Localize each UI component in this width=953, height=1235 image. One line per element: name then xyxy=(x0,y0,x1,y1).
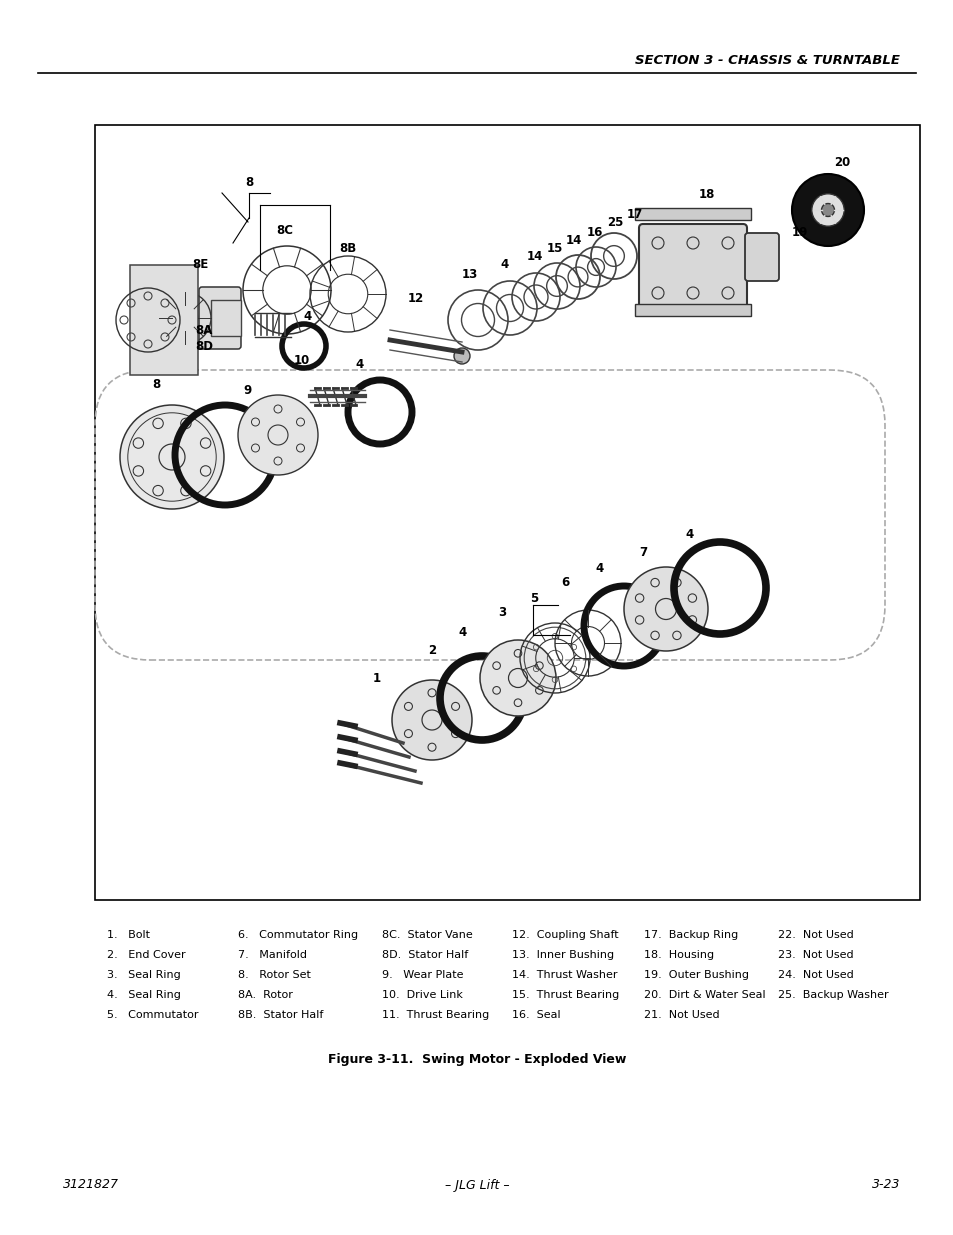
Text: 15.  Thrust Bearing: 15. Thrust Bearing xyxy=(512,990,618,1000)
Text: 22.  Not Used: 22. Not Used xyxy=(778,930,853,940)
Text: 21.  Not Used: 21. Not Used xyxy=(643,1010,719,1020)
Text: 8: 8 xyxy=(152,378,160,391)
Bar xyxy=(635,304,750,316)
Text: 13: 13 xyxy=(461,268,477,280)
Text: Figure 3-11.  Swing Motor - Exploded View: Figure 3-11. Swing Motor - Exploded View xyxy=(328,1053,625,1067)
Text: 20.  Dirt & Water Seal: 20. Dirt & Water Seal xyxy=(643,990,765,1000)
Text: 13.  Inner Bushing: 13. Inner Bushing xyxy=(512,950,614,960)
Text: 17: 17 xyxy=(626,209,642,221)
Text: 6.   Commutator Ring: 6. Commutator Ring xyxy=(237,930,357,940)
Text: 15: 15 xyxy=(546,242,562,254)
Text: 4: 4 xyxy=(458,626,467,640)
Text: 12.  Coupling Shaft: 12. Coupling Shaft xyxy=(512,930,618,940)
Text: 10.  Drive Link: 10. Drive Link xyxy=(381,990,462,1000)
Text: 4.   Seal Ring: 4. Seal Ring xyxy=(107,990,181,1000)
Text: 19: 19 xyxy=(791,226,807,240)
Text: 4: 4 xyxy=(596,562,603,574)
Text: 14.  Thrust Washer: 14. Thrust Washer xyxy=(512,969,617,981)
Text: 4: 4 xyxy=(685,529,694,541)
Text: 8B: 8B xyxy=(339,242,356,254)
Text: 20: 20 xyxy=(833,157,849,169)
Text: 1.   Bolt: 1. Bolt xyxy=(107,930,150,940)
Text: 8B.  Stator Half: 8B. Stator Half xyxy=(237,1010,323,1020)
Text: 3121827: 3121827 xyxy=(63,1178,119,1192)
Text: 14: 14 xyxy=(565,235,581,247)
Circle shape xyxy=(811,194,843,226)
Text: 25: 25 xyxy=(606,216,622,230)
Text: 5: 5 xyxy=(529,592,537,604)
Text: 3: 3 xyxy=(497,606,505,620)
FancyBboxPatch shape xyxy=(211,300,241,336)
Text: 14: 14 xyxy=(526,249,542,263)
Text: 8D: 8D xyxy=(194,341,213,353)
Text: 12: 12 xyxy=(408,291,424,305)
Bar xyxy=(95,125,919,900)
Text: – JLG Lift –: – JLG Lift – xyxy=(444,1178,509,1192)
Text: 16.  Seal: 16. Seal xyxy=(512,1010,560,1020)
Circle shape xyxy=(623,567,707,651)
Text: 25.  Backup Washer: 25. Backup Washer xyxy=(778,990,887,1000)
Circle shape xyxy=(479,640,556,716)
Text: 10: 10 xyxy=(294,353,310,367)
Circle shape xyxy=(821,204,834,216)
Text: 17.  Backup Ring: 17. Backup Ring xyxy=(643,930,738,940)
Circle shape xyxy=(454,348,470,364)
Circle shape xyxy=(120,405,224,509)
Text: 8A.  Rotor: 8A. Rotor xyxy=(237,990,293,1000)
Text: 8E: 8E xyxy=(192,258,208,272)
Text: 19.  Outer Bushing: 19. Outer Bushing xyxy=(643,969,748,981)
Text: 4: 4 xyxy=(304,310,312,324)
Text: 16: 16 xyxy=(586,226,602,238)
FancyBboxPatch shape xyxy=(744,233,779,282)
Text: 24.  Not Used: 24. Not Used xyxy=(778,969,853,981)
Text: 3.   Seal Ring: 3. Seal Ring xyxy=(107,969,180,981)
Text: 8C: 8C xyxy=(276,225,294,237)
Text: 9.   Wear Plate: 9. Wear Plate xyxy=(381,969,463,981)
Text: 18: 18 xyxy=(699,189,715,201)
Bar xyxy=(635,207,750,220)
Text: 3-23: 3-23 xyxy=(871,1178,899,1192)
Text: 9: 9 xyxy=(244,384,252,396)
Text: 23.  Not Used: 23. Not Used xyxy=(778,950,853,960)
Text: 7.   Manifold: 7. Manifold xyxy=(237,950,307,960)
Text: 8A: 8A xyxy=(195,324,213,336)
Text: 8C.  Stator Vane: 8C. Stator Vane xyxy=(381,930,473,940)
Text: 8D.  Stator Half: 8D. Stator Half xyxy=(381,950,468,960)
Circle shape xyxy=(237,395,317,475)
Bar xyxy=(130,266,198,375)
Text: 2.   End Cover: 2. End Cover xyxy=(107,950,186,960)
Text: 6: 6 xyxy=(560,577,569,589)
Text: 8: 8 xyxy=(245,177,253,189)
Circle shape xyxy=(392,680,472,760)
FancyBboxPatch shape xyxy=(199,287,241,350)
Text: SECTION 3 - CHASSIS & TURNTABLE: SECTION 3 - CHASSIS & TURNTABLE xyxy=(635,53,899,67)
Text: 8.   Rotor Set: 8. Rotor Set xyxy=(237,969,311,981)
Text: 2: 2 xyxy=(428,645,436,657)
Text: 18.  Housing: 18. Housing xyxy=(643,950,714,960)
Text: 1: 1 xyxy=(373,672,380,684)
Text: 11.  Thrust Bearing: 11. Thrust Bearing xyxy=(381,1010,489,1020)
Text: 4: 4 xyxy=(500,258,509,272)
Circle shape xyxy=(791,174,863,246)
Text: 7: 7 xyxy=(639,547,646,559)
Text: 4: 4 xyxy=(355,357,364,370)
FancyBboxPatch shape xyxy=(639,224,746,312)
Text: 5.   Commutator: 5. Commutator xyxy=(107,1010,198,1020)
